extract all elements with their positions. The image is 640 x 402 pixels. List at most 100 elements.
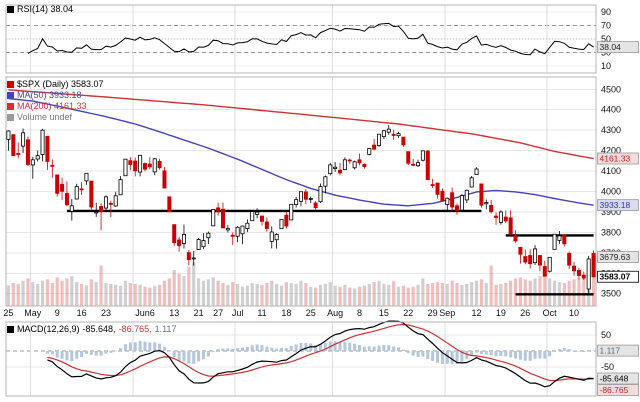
macd-histogram-bar: [411, 350, 415, 356]
volume-bar: [118, 285, 123, 306]
volume-bar: [353, 288, 357, 306]
macd-histogram-bar: [377, 345, 381, 351]
macd-histogram-bar: [75, 350, 79, 359]
candle-body: [313, 202, 318, 209]
rsi-line: [27, 22, 594, 56]
volume-bar: [231, 282, 235, 306]
volume-bar: [270, 280, 274, 306]
macd-histogram-bar: [143, 341, 147, 351]
macd-histogram-bar: [226, 348, 230, 351]
candle-body: [581, 274, 586, 279]
volume-bar: [440, 283, 445, 306]
last-value-text: 3679.63: [600, 252, 631, 262]
candle-body: [474, 168, 479, 175]
volume-bar: [211, 277, 215, 306]
macd-histogram-bar: [470, 350, 474, 356]
candle-body: [342, 159, 347, 171]
volume-bars: [6, 262, 596, 306]
volume-bar: [406, 287, 410, 306]
macd-histogram-bar: [455, 350, 459, 364]
volume-bar: [543, 273, 547, 306]
ma200-legend: MA(200) 4161.33: [7, 101, 87, 111]
macd-histogram-bar: [333, 341, 337, 351]
ma200-legend-text: MA(200) 4161.33: [17, 101, 87, 111]
volume-bar: [79, 283, 84, 306]
candle-body: [576, 270, 581, 276]
macd-histogram-bar: [353, 343, 357, 351]
macd-histogram-bar: [587, 350, 591, 351]
volume-legend: Volume undef: [7, 112, 72, 122]
volume-bar: [94, 282, 98, 306]
macd-histogram-bar: [348, 342, 352, 351]
candle-body: [572, 265, 577, 272]
candle-body: [533, 248, 538, 264]
x-axis-label: 10: [569, 308, 579, 318]
macd-value-hist: 1.117: [154, 324, 177, 334]
macd-histogram-bar: [99, 350, 103, 356]
volume-bar: [392, 281, 396, 306]
volume-bar: [172, 270, 176, 306]
candle-body: [113, 195, 118, 207]
volume-bar: [187, 266, 191, 306]
candle-body: [103, 196, 108, 209]
candle-body: [264, 221, 269, 229]
candle-body: [328, 164, 333, 175]
macd-histogram-bar: [65, 350, 69, 361]
macd-histogram-bar: [265, 346, 269, 351]
macd-histogram-bar: [319, 344, 323, 351]
candle-body: [445, 197, 450, 205]
panel-border: [5, 321, 597, 397]
macd-histogram-bar: [167, 350, 171, 352]
macd-legend-prefix: MACD(12,26,9): [17, 324, 80, 334]
ma50-line: [8, 97, 594, 207]
candle-body: [459, 195, 464, 211]
last-value-box: [597, 41, 639, 54]
macd-histogram-bar: [475, 350, 479, 353]
volume-bar: [518, 277, 523, 306]
candle-body: [562, 234, 567, 245]
price-tick-label: 4100: [601, 166, 621, 176]
macd-histogram-bar: [372, 346, 376, 351]
candle-body: [245, 222, 250, 229]
macd-histogram-bar: [250, 345, 254, 351]
candle-body: [489, 205, 494, 213]
volume-bar: [294, 283, 298, 306]
volume-bar: [499, 283, 503, 306]
candle-body: [147, 163, 152, 168]
volume-bar: [479, 279, 484, 306]
volume-bar: [104, 283, 108, 306]
candle-body: [74, 186, 79, 200]
macd-histogram-bar: [304, 343, 308, 351]
x-axis-label: 11: [257, 308, 266, 318]
volume-bar: [197, 278, 201, 306]
volume-bar: [299, 280, 303, 306]
candle-body: [167, 196, 172, 213]
candle-body: [162, 170, 167, 189]
macd-histogram-bar: [275, 348, 279, 351]
macd-histogram-bar: [284, 348, 288, 351]
macd-tick-label: -50: [601, 362, 614, 372]
volume-bar: [582, 277, 586, 306]
candle-body: [552, 233, 557, 250]
candle-body: [201, 240, 206, 248]
candle-body: [391, 133, 396, 136]
macd-histogram-bar: [484, 350, 488, 355]
candle-body: [298, 191, 303, 202]
macd-histogram-bar: [182, 350, 186, 362]
last-value-text: -86.765: [600, 385, 629, 395]
macd-histogram-bar: [499, 350, 503, 356]
volume-bar: [240, 286, 245, 306]
macd-histogram-bar: [509, 350, 513, 358]
volume-bar: [484, 283, 488, 306]
macd-histogram-bar: [533, 350, 537, 359]
candle-body: [60, 183, 65, 192]
candle-body: [537, 255, 542, 266]
macd-histogram-bar: [362, 346, 366, 351]
macd-histogram-bar: [245, 346, 249, 351]
volume-bar: [382, 283, 386, 306]
volume-bar: [455, 283, 459, 306]
macd-histogram-bar: [231, 348, 235, 351]
candle-body: [35, 155, 40, 160]
